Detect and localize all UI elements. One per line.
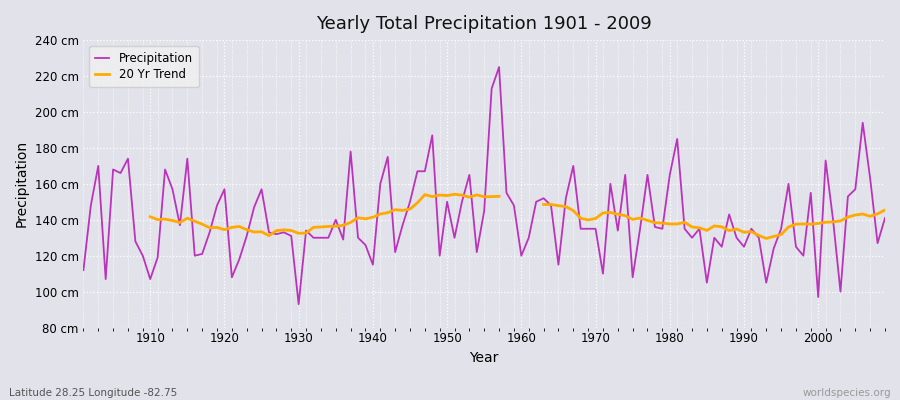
- Title: Yearly Total Precipitation 1901 - 2009: Yearly Total Precipitation 1901 - 2009: [316, 15, 652, 33]
- 20 Yr Trend: [212, 225, 222, 230]
- 20 Yr Trend: [264, 233, 274, 238]
- 20 Yr Trend: [145, 214, 156, 219]
- Legend: Precipitation, 20 Yr Trend: Precipitation, 20 Yr Trend: [89, 46, 199, 87]
- Precipitation: [293, 302, 304, 307]
- 20 Yr Trend: [486, 194, 497, 199]
- 20 Yr Trend: [382, 210, 393, 215]
- 20 Yr Trend: [346, 220, 356, 225]
- Precipitation: [78, 268, 89, 272]
- 20 Yr Trend: [286, 228, 297, 233]
- 20 Yr Trend: [152, 217, 163, 222]
- 20 Yr Trend: [449, 192, 460, 197]
- Line: 20 Yr Trend: 20 Yr Trend: [150, 194, 500, 236]
- 20 Yr Trend: [427, 194, 437, 199]
- 20 Yr Trend: [219, 227, 230, 232]
- 20 Yr Trend: [367, 215, 378, 220]
- 20 Yr Trend: [301, 231, 311, 236]
- 20 Yr Trend: [479, 194, 490, 199]
- 20 Yr Trend: [353, 215, 364, 220]
- 20 Yr Trend: [442, 193, 453, 198]
- 20 Yr Trend: [435, 193, 446, 198]
- 20 Yr Trend: [293, 231, 304, 236]
- Precipitation: [620, 172, 631, 177]
- 20 Yr Trend: [197, 222, 208, 226]
- Y-axis label: Precipitation: Precipitation: [15, 140, 29, 228]
- Line: Precipitation: Precipitation: [84, 67, 885, 304]
- Precipitation: [879, 216, 890, 220]
- 20 Yr Trend: [323, 224, 334, 229]
- 20 Yr Trend: [472, 192, 482, 197]
- Precipitation: [531, 200, 542, 204]
- Text: worldspecies.org: worldspecies.org: [803, 388, 891, 398]
- 20 Yr Trend: [464, 195, 475, 200]
- 20 Yr Trend: [456, 193, 467, 198]
- 20 Yr Trend: [338, 223, 348, 228]
- 20 Yr Trend: [405, 207, 416, 212]
- Precipitation: [523, 235, 534, 240]
- 20 Yr Trend: [248, 230, 259, 234]
- Precipitation: [494, 65, 505, 70]
- 20 Yr Trend: [316, 224, 327, 229]
- 20 Yr Trend: [494, 194, 505, 199]
- 20 Yr Trend: [256, 229, 267, 234]
- 20 Yr Trend: [159, 217, 170, 222]
- Text: Latitude 28.25 Longitude -82.75: Latitude 28.25 Longitude -82.75: [9, 388, 177, 398]
- 20 Yr Trend: [308, 225, 319, 230]
- 20 Yr Trend: [271, 228, 282, 233]
- 20 Yr Trend: [175, 220, 185, 225]
- Precipitation: [353, 235, 364, 240]
- 20 Yr Trend: [189, 219, 200, 224]
- 20 Yr Trend: [204, 225, 215, 230]
- Precipitation: [308, 235, 319, 240]
- 20 Yr Trend: [390, 207, 400, 212]
- Precipitation: [138, 253, 148, 258]
- 20 Yr Trend: [330, 224, 341, 228]
- 20 Yr Trend: [419, 192, 430, 197]
- 20 Yr Trend: [412, 200, 423, 205]
- 20 Yr Trend: [397, 208, 408, 213]
- 20 Yr Trend: [182, 216, 193, 221]
- 20 Yr Trend: [278, 228, 289, 232]
- 20 Yr Trend: [167, 218, 178, 223]
- X-axis label: Year: Year: [470, 351, 499, 365]
- 20 Yr Trend: [241, 227, 252, 232]
- 20 Yr Trend: [234, 224, 245, 229]
- 20 Yr Trend: [375, 212, 386, 216]
- 20 Yr Trend: [360, 216, 371, 221]
- 20 Yr Trend: [227, 225, 238, 230]
